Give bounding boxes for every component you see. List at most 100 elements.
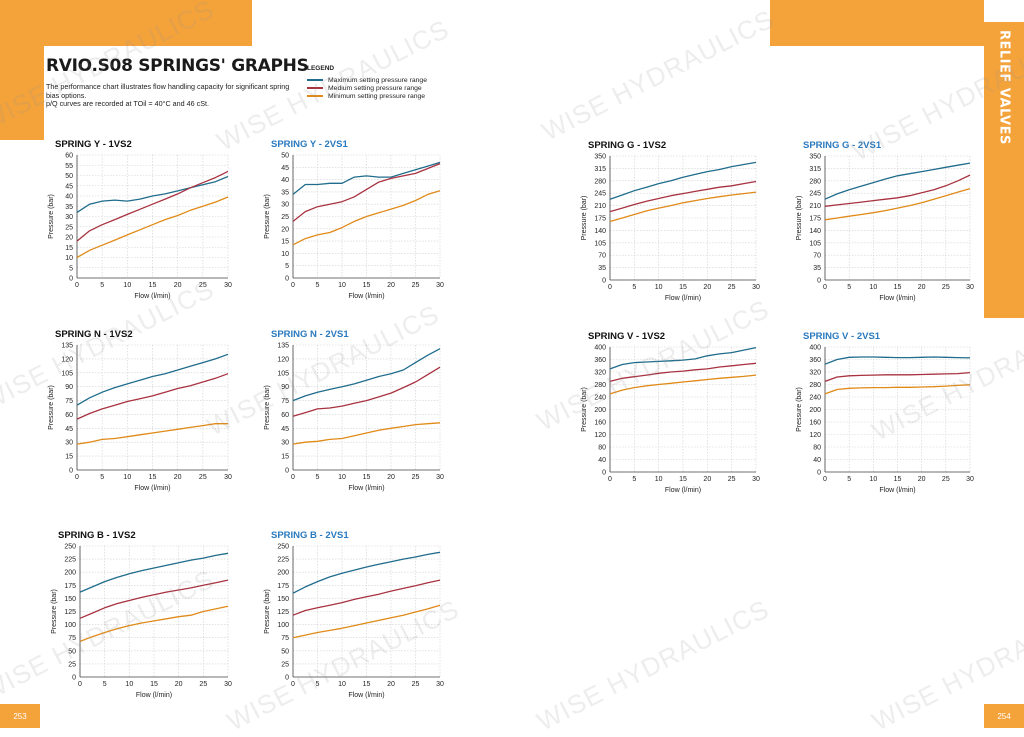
x-tick-label: 25 bbox=[199, 474, 207, 481]
y-tick-label: 0 bbox=[602, 278, 606, 285]
series-line-med bbox=[824, 174, 971, 207]
series-line-max bbox=[824, 162, 971, 200]
chart-title: SPRING N - 2VS1 bbox=[271, 329, 349, 340]
page-number-right: 254 bbox=[984, 704, 1024, 728]
y-tick-label: 25 bbox=[281, 661, 289, 668]
y-tick-label: 50 bbox=[281, 648, 289, 655]
legend-label-med: Medium setting pressure range bbox=[328, 84, 422, 92]
y-tick-label: 0 bbox=[285, 468, 289, 475]
x-tick-label: 0 bbox=[823, 284, 827, 291]
y-tick-label: 0 bbox=[69, 468, 73, 475]
x-tick-label: 0 bbox=[78, 681, 82, 688]
x-tick-label: 15 bbox=[363, 681, 371, 688]
y-axis-label: Pressure (bar) bbox=[796, 196, 803, 241]
y-tick-label: 0 bbox=[69, 276, 73, 283]
x-tick-label: 0 bbox=[291, 681, 295, 688]
y-tick-label: 105 bbox=[809, 240, 821, 247]
y-tick-label: 175 bbox=[809, 216, 821, 223]
section-tab: RELIEF VALVES bbox=[984, 22, 1024, 318]
x-tick-label: 30 bbox=[224, 474, 232, 481]
x-tick-label: 15 bbox=[894, 284, 902, 291]
legend: LEGEND Maximum setting pressure range Me… bbox=[307, 65, 427, 100]
y-tick-label: 240 bbox=[594, 395, 606, 402]
x-tick-label: 20 bbox=[703, 476, 711, 483]
legend-item-med: Medium setting pressure range bbox=[307, 84, 427, 92]
x-tick-label: 5 bbox=[100, 474, 104, 481]
x-tick-label: 10 bbox=[338, 474, 346, 481]
x-axis-label: Flow (l/min) bbox=[134, 293, 170, 300]
y-tick-label: 360 bbox=[809, 357, 821, 364]
series-line-med bbox=[292, 366, 441, 417]
series-line-min bbox=[824, 187, 971, 221]
y-tick-label: 210 bbox=[594, 203, 606, 210]
series-line-min bbox=[824, 384, 971, 395]
series-line-min bbox=[76, 196, 229, 259]
legend-label-min: Minimum setting pressure range bbox=[328, 92, 426, 100]
x-tick-label: 5 bbox=[847, 476, 851, 483]
series-line-max bbox=[76, 175, 229, 213]
x-tick-label: 20 bbox=[174, 474, 182, 481]
x-tick-label: 20 bbox=[387, 474, 395, 481]
y-tick-label: 10 bbox=[65, 255, 73, 262]
y-tick-label: 250 bbox=[277, 544, 289, 551]
y-tick-label: 105 bbox=[594, 240, 606, 247]
y-tick-label: 350 bbox=[594, 154, 606, 161]
y-tick-label: 100 bbox=[64, 622, 76, 629]
y-tick-label: 150 bbox=[64, 596, 76, 603]
legend-swatch-med bbox=[307, 87, 323, 89]
chart-6: SPRING N - 2VS1 0 15 30 45 60 75 90 105 120 135 0 5 1… bbox=[264, 329, 444, 492]
y-tick-label: 225 bbox=[277, 557, 289, 564]
y-axis-label: Pressure (bar) bbox=[581, 196, 588, 241]
x-tick-label: 15 bbox=[363, 474, 371, 481]
series-line-min bbox=[292, 422, 441, 445]
chart-2: SPRING Y - 2VS1 0 5 10 15 20 25 30 35 40 45 50 0 5 10 1… bbox=[264, 139, 444, 300]
y-tick-label: 350 bbox=[809, 154, 821, 161]
y-tick-label: 30 bbox=[281, 202, 289, 209]
legend-swatch-min bbox=[307, 95, 323, 97]
y-tick-label: 50 bbox=[281, 153, 289, 160]
y-tick-label: 80 bbox=[598, 445, 606, 452]
x-axis-label: Flow (l/min) bbox=[134, 485, 170, 492]
chart-9: SPRING B - 1VS20255075100125150175200225… bbox=[51, 530, 232, 699]
y-tick-label: 315 bbox=[809, 166, 821, 173]
series-line-min bbox=[292, 190, 441, 246]
series-line-min bbox=[79, 605, 229, 643]
y-tick-label: 60 bbox=[65, 153, 73, 160]
x-tick-label: 30 bbox=[752, 284, 760, 291]
x-tick-label: 20 bbox=[918, 476, 926, 483]
y-tick-label: 175 bbox=[64, 583, 76, 590]
y-tick-label: 120 bbox=[61, 356, 73, 363]
y-tick-label: 75 bbox=[65, 398, 73, 405]
x-tick-label: 20 bbox=[918, 284, 926, 291]
series-line-max bbox=[79, 552, 229, 593]
y-tick-label: 140 bbox=[594, 228, 606, 235]
series-line-med bbox=[76, 373, 229, 420]
x-tick-label: 5 bbox=[103, 681, 107, 688]
x-tick-label: 30 bbox=[752, 476, 760, 483]
y-axis-label: Pressure (bar) bbox=[48, 194, 55, 239]
y-tick-label: 75 bbox=[281, 635, 289, 642]
y-tick-label: 50 bbox=[68, 648, 76, 655]
chart-title: SPRING Y - 1VS2 bbox=[55, 139, 132, 150]
y-tick-label: 240 bbox=[809, 395, 821, 402]
x-tick-label: 15 bbox=[149, 282, 157, 289]
y-tick-label: 15 bbox=[281, 454, 289, 461]
page-description: The performance chart illustrates flow h… bbox=[46, 82, 290, 109]
x-tick-label: 0 bbox=[291, 474, 295, 481]
y-tick-label: 50 bbox=[65, 173, 73, 180]
y-tick-label: 45 bbox=[65, 426, 73, 433]
y-tick-label: 125 bbox=[64, 609, 76, 616]
y-tick-label: 225 bbox=[64, 557, 76, 564]
header-bar-right bbox=[770, 0, 984, 46]
y-tick-label: 175 bbox=[277, 583, 289, 590]
y-tick-label: 245 bbox=[594, 191, 606, 198]
y-tick-label: 35 bbox=[65, 204, 73, 211]
y-tick-label: 135 bbox=[61, 343, 73, 350]
y-tick-label: 0 bbox=[817, 470, 821, 477]
x-tick-label: 0 bbox=[291, 282, 295, 289]
x-tick-label: 10 bbox=[123, 282, 131, 289]
y-tick-label: 60 bbox=[281, 412, 289, 419]
series-line-max bbox=[292, 348, 441, 402]
y-axis-label: Pressure (bar) bbox=[264, 194, 271, 239]
